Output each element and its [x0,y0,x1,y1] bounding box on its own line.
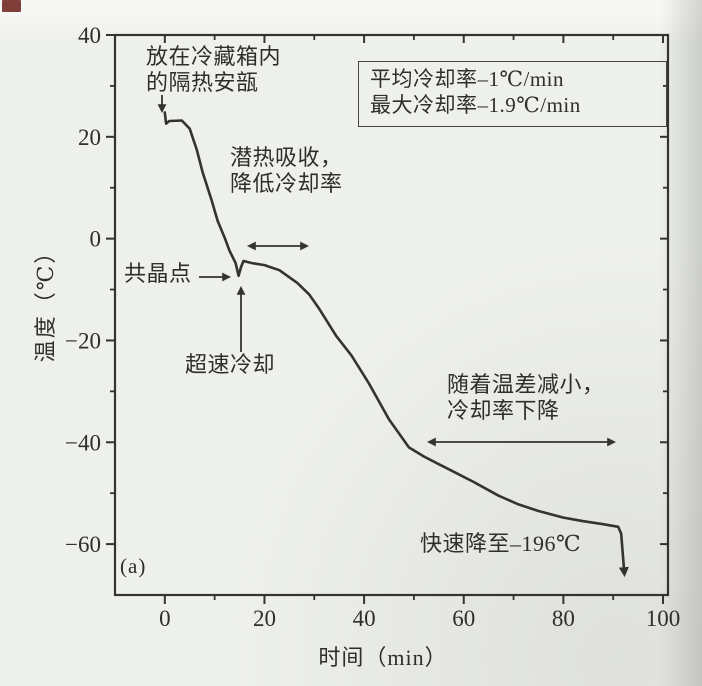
y-tick-label: 20 [78,125,101,150]
plot-frame [113,33,670,597]
arrowhead [427,437,436,447]
annotation-rapid-cool: 快速降至–196℃ [420,531,582,556]
annotation-supercooling: 超速冷却 [185,352,276,377]
arrowhead [222,272,231,282]
arrowhead [247,241,256,251]
annotation-delta-t: 随着温差减小， 冷却率下降 [447,372,605,424]
cooling-curve [163,111,626,571]
annotation-ampoule: 放在冷藏箱内 的隔热安瓿 [146,44,281,96]
annotation-eutectic-point: 共晶点 [124,261,192,286]
arrowhead [300,241,309,251]
x-tick-label: 20 [253,606,276,631]
panel-label: (a) [120,554,147,578]
annotation-delta-t-line2: 冷却率下降 [447,398,560,423]
y-axis-title: 温度（℃） [33,239,58,363]
annotation-delta-t-line1: 随着温差减小， [447,372,605,397]
arrowhead [157,104,167,113]
annotation-latent-line1: 潜热吸收， [230,145,343,170]
annotation-latent-heat: 潜热吸收， 降低冷却率 [230,145,343,197]
x-tick-label: 40 [353,606,376,631]
x-tick-label: 80 [552,606,575,631]
y-tick-label: 0 [90,227,102,252]
cooling-rate-info-box: 平均冷却率–1℃/min 最大冷却率–1.9℃/min [358,61,667,127]
x-tick-label: 100 [646,606,681,631]
avg-cooling-rate: 平均冷却率–1℃/min [370,67,564,91]
y-tick-label: −20 [65,328,101,353]
scan-corner-mark [2,0,21,12]
y-tick-label: 40 [78,23,101,48]
arrowhead [607,437,616,447]
arrowhead [618,566,629,578]
max-cooling-rate: 最大冷却率–1.9℃/min [370,93,581,117]
x-tick-label: 0 [159,606,171,631]
y-tick-label: −40 [65,430,101,455]
annotation-latent-line2: 降低冷却率 [230,171,343,196]
annotation-ampoule-line2: 的隔热安瓿 [146,70,259,95]
arrowhead [236,286,246,295]
annotation-ampoule-line1: 放在冷藏箱内 [146,44,282,69]
x-tick-label: 60 [452,606,475,631]
x-axis-title: 时间（min） [318,645,448,670]
y-tick-label: −60 [65,532,101,557]
